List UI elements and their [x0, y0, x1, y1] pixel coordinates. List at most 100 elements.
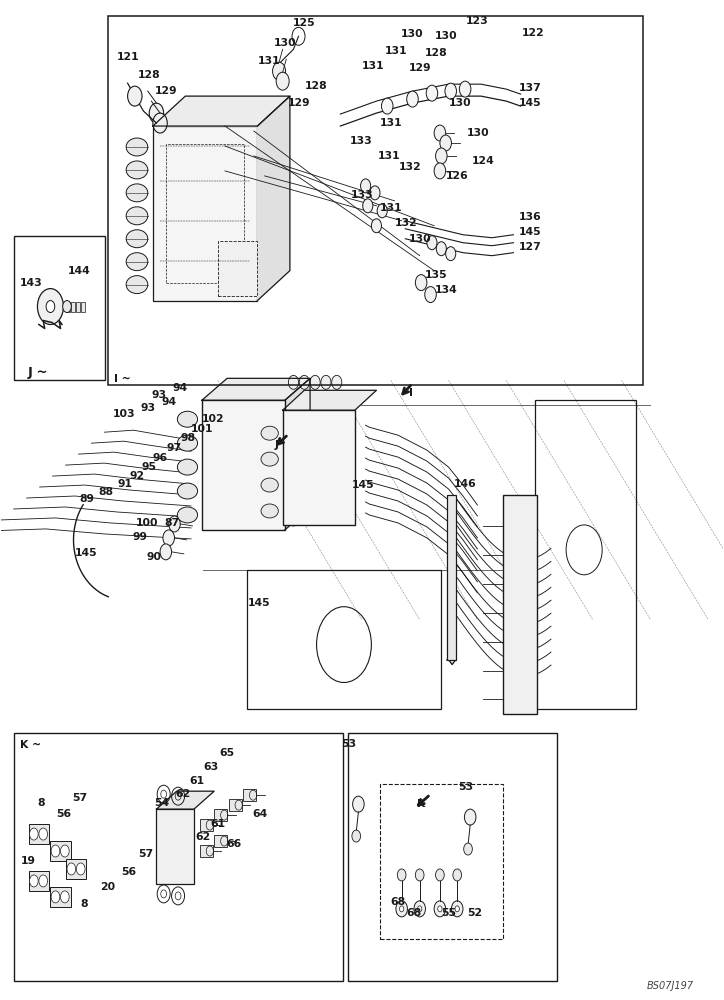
Circle shape: [459, 81, 471, 97]
Circle shape: [51, 845, 60, 857]
Circle shape: [448, 505, 455, 515]
Circle shape: [63, 301, 72, 313]
Bar: [380, 784, 502, 939]
Text: 130: 130: [274, 38, 296, 48]
Text: 93: 93: [140, 403, 156, 413]
Circle shape: [425, 287, 437, 303]
Circle shape: [426, 85, 438, 101]
Circle shape: [287, 450, 299, 466]
Circle shape: [30, 828, 38, 840]
Circle shape: [169, 516, 180, 532]
Bar: [200, 819, 213, 831]
Circle shape: [310, 375, 320, 389]
Text: 129: 129: [288, 98, 311, 108]
Circle shape: [287, 510, 299, 526]
Ellipse shape: [126, 161, 148, 179]
Circle shape: [513, 633, 526, 651]
Circle shape: [513, 575, 526, 593]
Bar: [535, 400, 636, 709]
Polygon shape: [202, 378, 310, 400]
Text: 131: 131: [379, 203, 402, 213]
Bar: [153, 126, 258, 301]
Ellipse shape: [177, 483, 198, 499]
Text: 137: 137: [518, 83, 542, 93]
Circle shape: [370, 186, 380, 200]
Text: 95: 95: [141, 462, 156, 472]
Text: 128: 128: [425, 48, 447, 58]
Circle shape: [448, 645, 455, 655]
Text: 144: 144: [68, 266, 90, 276]
Text: 130: 130: [449, 98, 471, 108]
Circle shape: [30, 875, 38, 887]
Text: 130: 130: [435, 31, 458, 41]
Ellipse shape: [126, 207, 148, 225]
Circle shape: [427, 236, 437, 250]
Text: 145: 145: [352, 480, 375, 490]
Bar: [348, 733, 557, 981]
Circle shape: [299, 375, 309, 389]
Text: BS07J197: BS07J197: [647, 981, 694, 991]
Bar: [156, 809, 194, 884]
Ellipse shape: [177, 507, 198, 523]
Text: 68: 68: [406, 908, 421, 918]
Circle shape: [437, 242, 447, 256]
Ellipse shape: [126, 230, 148, 248]
Text: 19: 19: [21, 856, 36, 866]
Bar: [29, 824, 49, 844]
Text: 89: 89: [79, 494, 94, 504]
Bar: [200, 845, 213, 857]
Text: 132: 132: [395, 218, 417, 228]
Text: 56: 56: [56, 809, 72, 819]
Circle shape: [445, 83, 456, 99]
Circle shape: [46, 301, 55, 313]
Text: 93: 93: [151, 390, 167, 400]
Bar: [81, 302, 85, 312]
Text: 129: 129: [154, 86, 177, 96]
Text: 125: 125: [293, 18, 316, 28]
Text: 64: 64: [252, 809, 267, 819]
Circle shape: [434, 163, 446, 179]
Circle shape: [67, 863, 76, 875]
Text: 55: 55: [441, 908, 456, 918]
Text: 61: 61: [189, 776, 204, 786]
Ellipse shape: [261, 452, 278, 466]
Bar: [51, 841, 71, 861]
Circle shape: [397, 869, 406, 881]
Circle shape: [153, 113, 167, 133]
Ellipse shape: [177, 459, 198, 475]
Text: 145: 145: [248, 598, 271, 608]
Bar: [214, 835, 227, 847]
Circle shape: [463, 843, 472, 855]
Text: 54: 54: [154, 798, 169, 808]
Polygon shape: [153, 96, 290, 126]
Bar: [243, 789, 256, 801]
Bar: [502, 495, 537, 714]
Circle shape: [513, 546, 526, 564]
Circle shape: [377, 204, 387, 218]
Circle shape: [453, 869, 461, 881]
Text: 8: 8: [38, 798, 45, 808]
Text: 145: 145: [518, 98, 542, 108]
Bar: [247, 570, 442, 709]
Bar: [67, 859, 86, 879]
Text: 136: 136: [518, 212, 542, 222]
Text: 65: 65: [219, 748, 235, 758]
Text: 94: 94: [173, 383, 188, 393]
Circle shape: [163, 530, 174, 546]
Circle shape: [513, 662, 526, 680]
Circle shape: [446, 247, 456, 261]
Text: 131: 131: [379, 118, 402, 128]
Bar: [229, 799, 242, 811]
Text: K: K: [417, 799, 425, 809]
Circle shape: [287, 470, 299, 486]
Bar: [77, 302, 80, 312]
Text: 134: 134: [435, 285, 458, 295]
Circle shape: [39, 875, 48, 887]
Text: 56: 56: [122, 867, 137, 877]
Ellipse shape: [177, 411, 198, 427]
Ellipse shape: [126, 184, 148, 202]
Circle shape: [61, 891, 70, 903]
Circle shape: [440, 135, 452, 151]
Circle shape: [39, 828, 48, 840]
Circle shape: [448, 545, 455, 555]
